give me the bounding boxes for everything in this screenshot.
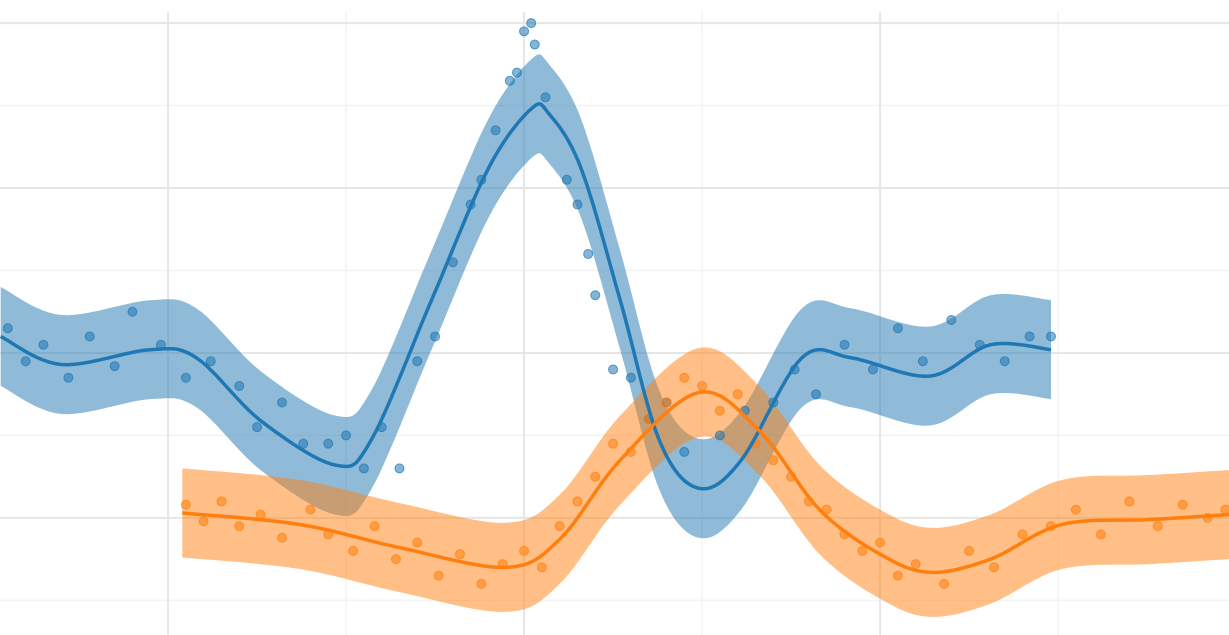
series-orange-point bbox=[590, 471, 601, 482]
series-orange-point bbox=[519, 545, 530, 556]
series-blue-point bbox=[109, 361, 120, 372]
series-blue-point bbox=[590, 290, 601, 301]
series-blue-point bbox=[625, 372, 636, 383]
series-orange-point bbox=[1152, 521, 1163, 532]
series-blue-point bbox=[867, 364, 878, 375]
series-orange-point bbox=[714, 405, 725, 416]
series-blue-point bbox=[2, 323, 13, 334]
series-blue-point bbox=[341, 430, 352, 441]
series-blue-point bbox=[234, 380, 245, 391]
series-orange-point bbox=[412, 537, 423, 548]
series-blue-point bbox=[917, 356, 928, 367]
series-blue-point bbox=[84, 331, 95, 342]
series-blue-point bbox=[20, 356, 31, 367]
series-orange-point bbox=[536, 562, 547, 573]
series-orange-point bbox=[821, 504, 832, 515]
series-blue-point bbox=[511, 67, 522, 78]
series-blue-point bbox=[679, 446, 690, 457]
series-orange-point bbox=[1017, 529, 1028, 540]
series-orange-point bbox=[476, 578, 487, 589]
series-blue-point bbox=[205, 356, 216, 367]
series-blue-point bbox=[892, 323, 903, 334]
series-blue-point bbox=[519, 26, 530, 37]
series-orange-point bbox=[454, 549, 465, 560]
series-blue-point bbox=[63, 372, 74, 383]
series-blue-point bbox=[430, 331, 441, 342]
series-orange-point bbox=[369, 521, 380, 532]
series-blue-point bbox=[1045, 331, 1056, 342]
series-blue-point bbox=[561, 174, 572, 185]
series-orange-point bbox=[1177, 499, 1188, 510]
series-orange-point bbox=[390, 554, 401, 565]
series-orange-point bbox=[910, 559, 921, 570]
series-orange-point bbox=[1070, 504, 1081, 515]
series-blue-point bbox=[583, 249, 594, 259]
series-orange-point bbox=[697, 380, 708, 391]
series-orange-point bbox=[198, 516, 209, 527]
series-blue-point bbox=[504, 75, 515, 86]
series-orange-point bbox=[892, 570, 903, 581]
series-orange-point bbox=[180, 499, 191, 510]
series-blue-point bbox=[298, 438, 309, 449]
series-orange-point bbox=[875, 537, 886, 548]
series-blue-point bbox=[572, 199, 583, 210]
series-orange-point bbox=[276, 532, 287, 543]
series-blue-point bbox=[608, 364, 619, 375]
series-orange-point bbox=[964, 545, 975, 556]
series-blue-point bbox=[276, 397, 287, 408]
series-orange-point bbox=[554, 521, 565, 532]
series-orange-line bbox=[182, 390, 1229, 575]
series-blue-point bbox=[412, 356, 423, 367]
series-orange-point bbox=[305, 504, 316, 515]
series-orange-point bbox=[679, 372, 690, 383]
series-orange-point bbox=[348, 545, 359, 556]
trend-lines bbox=[0, 102, 1229, 575]
series-blue-point bbox=[358, 463, 369, 474]
series-orange-point bbox=[433, 570, 444, 581]
series-orange-point bbox=[572, 496, 583, 507]
series-orange-point bbox=[732, 389, 743, 400]
series-blue-point bbox=[999, 356, 1010, 367]
series-orange-point bbox=[989, 562, 1000, 573]
series-blue-point bbox=[490, 125, 501, 136]
series-blue-point bbox=[323, 438, 334, 449]
series-blue-point bbox=[180, 372, 191, 383]
series-orange-point bbox=[939, 578, 950, 589]
series-blue-point bbox=[252, 422, 263, 433]
series-blue-point bbox=[394, 463, 405, 474]
series-orange-point bbox=[1095, 529, 1106, 540]
series-blue-point bbox=[1024, 331, 1035, 342]
series-orange-point bbox=[1124, 496, 1135, 507]
series-blue-band bbox=[0, 54, 1052, 539]
series-blue-point bbox=[38, 339, 49, 350]
series-orange-point bbox=[234, 521, 245, 532]
series-blue-point bbox=[540, 92, 551, 103]
series-blue-point bbox=[946, 314, 957, 325]
series-blue-point bbox=[529, 39, 540, 50]
series-orange-point bbox=[608, 438, 619, 449]
series-blue-point bbox=[526, 18, 537, 29]
series-blue-point bbox=[811, 389, 822, 400]
series-blue-point bbox=[839, 339, 850, 350]
series-orange-point bbox=[216, 496, 227, 507]
series-blue-line bbox=[0, 102, 1052, 491]
series-orange-point bbox=[857, 545, 868, 556]
series-orange-point bbox=[768, 455, 779, 466]
series-orange-point bbox=[661, 397, 672, 408]
series-blue-point bbox=[127, 306, 138, 317]
confidence-bands bbox=[0, 54, 1229, 617]
series-blue-point bbox=[714, 430, 725, 441]
series-orange-point bbox=[1220, 504, 1229, 515]
